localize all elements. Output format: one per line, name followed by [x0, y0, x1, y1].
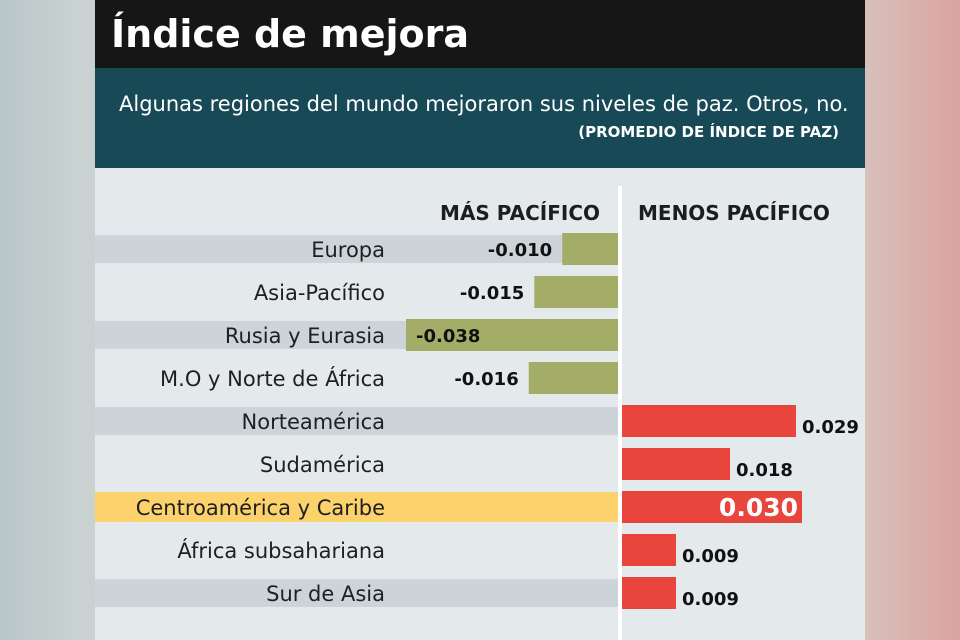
value-label: -0.010 [488, 240, 552, 261]
category-label: Sudamérica [260, 453, 385, 477]
category-label: Europa [311, 238, 385, 262]
bar-row-4 [622, 405, 796, 437]
bar-row-0 [562, 233, 618, 265]
infographic-card: Índice de mejora Algunas regiones del mu… [95, 0, 865, 640]
value-label: 0.009 [682, 589, 739, 610]
value-label: 0.029 [802, 417, 859, 438]
value-label: -0.038 [416, 326, 480, 347]
bars [406, 233, 802, 609]
row-band [95, 579, 618, 607]
category-label: Norteamérica [242, 410, 385, 434]
category-label: Sur de Asia [266, 582, 385, 606]
bar-row-2 [406, 319, 618, 351]
bar-row-5 [622, 448, 730, 480]
bar-row-6 [622, 491, 802, 523]
subtitle-band: Algunas regiones del mundo mejoraron sus… [95, 68, 865, 168]
category-label: M.O y Norte de África [160, 366, 385, 391]
negative-side-label: MÁS PACÍFICO [440, 201, 600, 225]
category-label: África subsahariana [177, 538, 385, 563]
positive-side-label: MENOS PACÍFICO [638, 201, 830, 225]
bar-row-8 [622, 577, 676, 609]
highlight-row-band [95, 492, 618, 522]
title-band: Índice de mejora [95, 0, 865, 68]
page-title: Índice de mejora [111, 12, 470, 56]
category-label: Rusia y Eurasia [225, 324, 385, 348]
category-label: Asia-Pacífico [254, 281, 385, 305]
value-label: -0.016 [454, 369, 518, 390]
diverging-bar-chart: MÁS PACÍFICO MENOS PACÍFICO Europa -0.010… [95, 186, 859, 640]
labels: Europa -0.010 Asia-Pacífico -0.015 Rusia y E… [136, 238, 859, 610]
bar-row-7 [622, 534, 676, 566]
unit-note: (PROMEDIO DE ÍNDICE DE PAZ) [578, 123, 839, 141]
value-label: 0.018 [736, 460, 793, 481]
value-label: 0.009 [682, 546, 739, 567]
row-band [95, 407, 618, 435]
value-label-highlight: 0.030 [719, 493, 798, 522]
bar-row-3 [528, 362, 618, 394]
row-bands [95, 235, 618, 607]
row-band [95, 235, 618, 263]
subtitle: Algunas regiones del mundo mejoraron sus… [119, 92, 849, 116]
bar-row-1 [534, 276, 618, 308]
value-label: -0.015 [460, 283, 524, 304]
category-label: Centroamérica y Caribe [136, 496, 385, 520]
